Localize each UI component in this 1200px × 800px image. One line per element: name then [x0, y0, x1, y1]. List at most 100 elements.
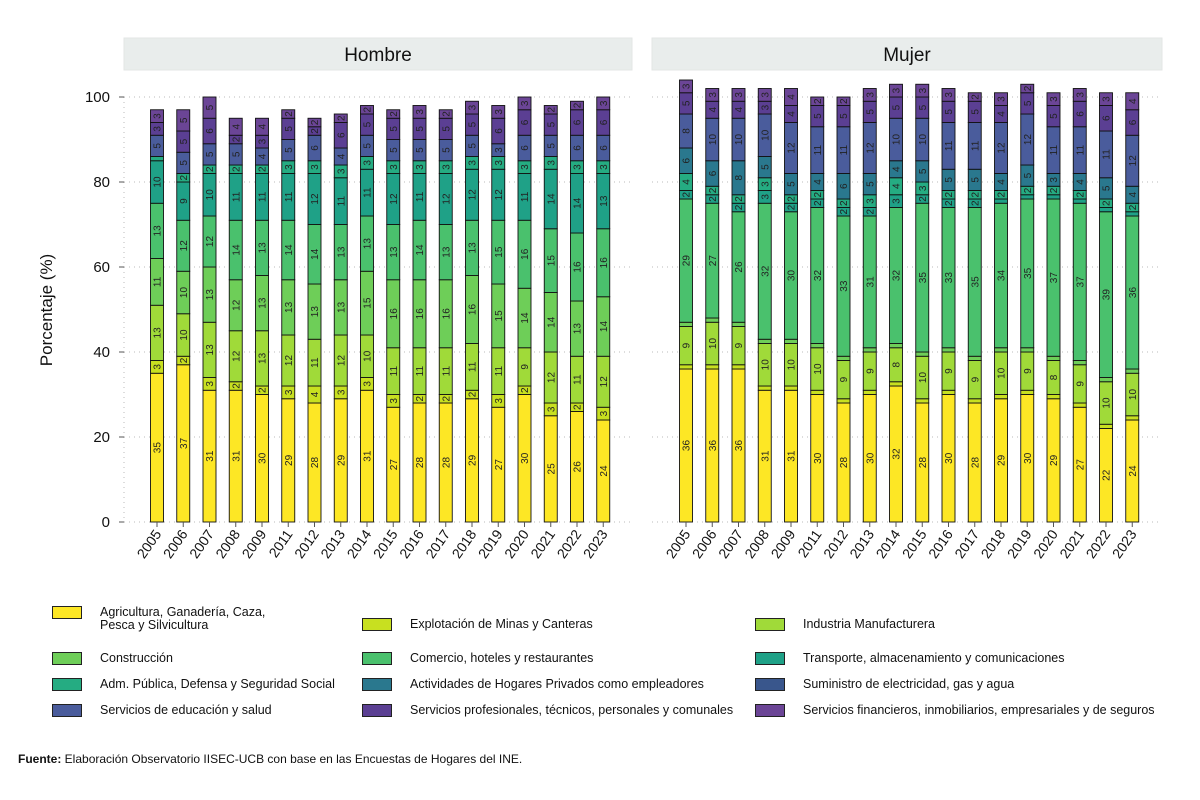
data-label: 2 — [1075, 192, 1086, 198]
bar-stack-2007: 36 9 26 2 2 8 10 4 3 — [731, 88, 746, 523]
legend-item: Suministro de electricidad, gas y agua — [755, 678, 1014, 691]
bar-segment — [333, 113, 348, 123]
data-label: 6 — [599, 145, 610, 151]
data-label: 2 — [310, 128, 321, 134]
legend-swatch — [52, 678, 82, 691]
data-label: 6 — [573, 119, 584, 125]
legend-item: Adm. Pública, Defensa y Seguridad Social — [52, 678, 335, 691]
data-label: 13 — [153, 327, 164, 339]
bar-stack-2006: 37 2 10 10 12 9 2 5 5 5 — [176, 109, 191, 523]
bar-segment — [836, 355, 851, 361]
data-label: 5 — [389, 147, 400, 153]
data-label: 3 — [734, 92, 745, 98]
bar-stack-2006: 36 10 27 2 2 6 10 4 3 — [705, 88, 720, 523]
data-label: 3 — [599, 100, 610, 106]
data-label: 11 — [494, 366, 505, 377]
data-label: 3 — [153, 364, 164, 370]
data-label: 12 — [494, 189, 505, 201]
legend-item: Explotación de Minas y Canteras — [362, 618, 593, 631]
y-axis-label: Porcentaje (%) — [37, 254, 56, 366]
data-label: 2 — [787, 196, 798, 202]
bar-segment — [784, 88, 798, 106]
bar-segment — [438, 109, 453, 119]
x-tick-label: 2005 — [133, 526, 164, 561]
bar-segment — [862, 389, 877, 395]
legend-swatch — [755, 618, 785, 631]
x-tick-label: 2008 — [741, 526, 772, 561]
data-label: 3 — [389, 164, 400, 170]
data-label: 2 — [468, 391, 479, 397]
data-label: 31 — [363, 450, 374, 462]
data-label: 9 — [734, 342, 745, 348]
data-label: 10 — [363, 350, 374, 362]
data-label: 5 — [179, 138, 190, 144]
bar-stack-2016: 30 9 33 2 2 5 11 5 3 — [941, 88, 956, 523]
data-label: 2 — [839, 209, 850, 215]
data-label: 3 — [363, 381, 374, 387]
bar-segment — [757, 385, 772, 391]
data-label: 5 — [441, 147, 452, 153]
bar-segment — [1099, 92, 1113, 106]
legend-swatch — [362, 652, 392, 665]
bar-stack-2021: 25 3 12 14 15 14 3 5 5 2 — [543, 105, 558, 523]
data-label: 12 — [205, 236, 216, 248]
data-label: 10 — [1102, 397, 1113, 409]
data-label: 12 — [231, 350, 242, 362]
data-label: 4 — [734, 107, 745, 113]
data-label: 11 — [415, 191, 426, 202]
data-label: 4 — [997, 111, 1008, 117]
data-label: 2 — [258, 166, 269, 172]
bar-segment — [228, 117, 243, 136]
bar-stack-2022: 26 2 11 13 16 14 3 6 6 2 — [570, 100, 584, 523]
bar-segment — [941, 389, 956, 395]
data-label: 5 — [468, 143, 479, 149]
data-label: 28 — [970, 457, 981, 469]
data-label: 39 — [1102, 289, 1113, 301]
data-label: 16 — [599, 257, 610, 269]
data-label: 6 — [1102, 115, 1113, 121]
data-label: 11 — [944, 140, 955, 151]
data-label: 27 — [708, 255, 719, 267]
x-tick-label: 2013 — [846, 526, 877, 561]
panel-strip — [123, 37, 633, 71]
data-label: 3 — [865, 198, 876, 204]
data-label: 13 — [258, 297, 269, 309]
data-label: 2 — [708, 196, 719, 202]
data-label: 35 — [970, 276, 981, 288]
bar-stack-2008: 31 10 32 3 3 5 10 3 3 — [757, 88, 772, 523]
data-label: 14 — [546, 193, 557, 205]
bar-segment — [705, 317, 720, 323]
data-label: 4 — [787, 94, 798, 100]
data-label: 4 — [231, 124, 242, 130]
bar-stack-2018: 29 2 11 16 13 12 3 5 5 3 — [465, 100, 479, 523]
data-label: 31 — [760, 450, 771, 462]
bar-stack-2019: 27 3 11 15 15 12 3 3 6 3 — [491, 105, 506, 523]
data-label: 2 — [179, 357, 190, 363]
data-label: 30 — [258, 452, 269, 464]
bar-segment — [731, 88, 746, 102]
data-label: 11 — [363, 187, 374, 198]
data-label: 31 — [865, 276, 876, 288]
data-label: 5 — [415, 147, 426, 153]
data-label: 36 — [682, 440, 693, 452]
data-label: 3 — [573, 164, 584, 170]
data-label: 3 — [1102, 96, 1113, 102]
data-label: 5 — [205, 151, 216, 157]
data-label: 32 — [892, 448, 903, 460]
data-label: 13 — [441, 246, 452, 258]
data-label: 37 — [1075, 276, 1086, 288]
data-label: 3 — [760, 92, 771, 98]
bar-segment — [517, 96, 532, 111]
data-label: 16 — [520, 248, 531, 260]
data-label: 10 — [708, 338, 719, 350]
data-label: 3 — [468, 104, 479, 110]
legend-label: Agricultura, Ganadería, Caza, Pesca y Si… — [100, 605, 266, 632]
data-label: 3 — [892, 87, 903, 93]
x-tick-label: 2015 — [899, 526, 930, 561]
data-label: 2 — [284, 111, 295, 117]
data-label: 3 — [892, 198, 903, 204]
data-label: 16 — [415, 308, 426, 320]
data-label: 2 — [415, 396, 426, 402]
data-label: 12 — [599, 376, 610, 388]
